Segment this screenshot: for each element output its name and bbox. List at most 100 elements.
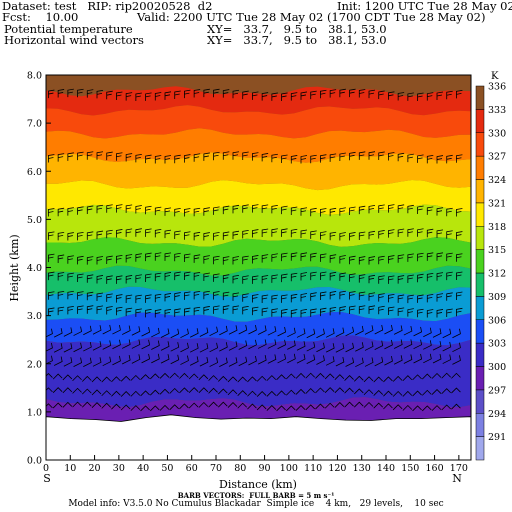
wind-barb — [335, 343, 345, 353]
wind-barb — [267, 339, 277, 349]
wind-barb — [219, 357, 228, 368]
wind-barb — [46, 403, 53, 409]
wind-barb — [252, 152, 259, 161]
wind-barb — [112, 355, 121, 366]
wind-barb — [184, 89, 191, 99]
wind-barb — [57, 207, 65, 217]
forecast-hour: Fcst: 10.00 — [2, 10, 79, 24]
wind-barb — [287, 327, 296, 338]
wind-barb — [238, 324, 248, 335]
wind-barb — [349, 88, 356, 98]
wind-barb — [96, 204, 104, 214]
wind-barb — [388, 255, 395, 264]
wind-barb — [388, 152, 395, 161]
y-tick-label: 7.0 — [27, 119, 42, 130]
wind-barb — [290, 293, 298, 303]
wind-barb — [131, 354, 141, 364]
wind-barb — [426, 309, 434, 318]
wind-barb — [150, 405, 160, 412]
wind-barb — [306, 328, 316, 339]
wind-barb — [174, 292, 181, 301]
x-tick-label: 20 — [89, 463, 101, 474]
x-tick-label: 170 — [450, 463, 468, 474]
wind-barb — [300, 229, 308, 239]
wind-barb — [106, 275, 113, 284]
wind-barb — [271, 153, 278, 163]
wind-barb — [456, 208, 463, 217]
x-tick-label: 160 — [426, 463, 444, 474]
wind-barb — [53, 356, 63, 366]
wind-barb — [422, 389, 432, 396]
wind-barb — [407, 274, 414, 283]
wind-barb — [174, 207, 181, 217]
wind-barb — [325, 343, 335, 353]
wind-barb — [209, 357, 219, 367]
wind-barb — [106, 255, 113, 265]
wind-barb — [432, 353, 442, 364]
wind-barb — [101, 376, 111, 383]
wind-barb — [46, 328, 53, 338]
x-tick-label: 50 — [161, 463, 173, 474]
wind-barb — [151, 353, 160, 364]
wind-barb — [193, 271, 201, 281]
wind-barb — [277, 353, 287, 364]
wind-barb — [154, 252, 162, 261]
wind-barb — [320, 154, 327, 163]
x-tick-label: 80 — [234, 463, 246, 474]
wind-barb — [213, 255, 220, 265]
wind-barb — [86, 256, 94, 265]
wind-barb — [300, 155, 308, 164]
wind-barb — [169, 387, 179, 394]
wind-barb — [67, 272, 74, 282]
colorbar-label: 318 — [488, 222, 506, 233]
wind-barb — [339, 306, 346, 315]
wind-barb — [63, 343, 73, 353]
wind-barb — [154, 272, 162, 282]
wind-barb — [339, 152, 346, 162]
wind-barb — [310, 230, 317, 239]
colorbar-swatch-309 — [475, 296, 485, 320]
wind-barb — [368, 89, 376, 99]
wind-barb — [102, 324, 112, 335]
wind-barb — [261, 204, 269, 213]
wind-barb — [232, 89, 240, 99]
wind-barb — [257, 355, 267, 365]
wind-barb — [53, 343, 63, 353]
wind-barb — [252, 294, 259, 303]
field-1-xy: XY= 33.7, 9.5 to 38.1, 53.0 — [207, 22, 387, 36]
wind-barb — [426, 294, 434, 303]
x-axis: 0 10 20 30 40 50 60 70 80 90 100 110 120 130 140 150 160… — [43, 455, 468, 474]
wind-barb — [315, 403, 325, 410]
wind-barb — [232, 256, 240, 265]
wind-barb — [67, 88, 74, 98]
x-tick-label: 130 — [353, 463, 371, 474]
wind-barb — [417, 252, 424, 262]
wind-barb — [116, 294, 123, 303]
wind-barb — [86, 291, 94, 301]
wind-barb — [208, 375, 218, 381]
wind-barb — [378, 151, 385, 160]
wind-barb — [106, 151, 113, 161]
wind-barb — [305, 388, 315, 394]
wind-barb — [77, 305, 84, 314]
wind-barb — [363, 376, 374, 383]
colorbar-swatch-315 — [475, 249, 485, 274]
wind-barb — [116, 152, 123, 161]
wind-barb — [397, 92, 405, 101]
wind-barb — [160, 328, 170, 338]
wind-barb — [248, 339, 257, 350]
colorbar-swatch-330 — [475, 132, 485, 157]
wind-barb — [373, 402, 383, 409]
wind-barb — [91, 389, 102, 396]
wind-barb — [384, 339, 393, 350]
wind-barb — [141, 327, 151, 337]
wind-barb — [266, 375, 277, 381]
wind-barb — [145, 294, 152, 303]
wind-barb — [335, 356, 345, 367]
wind-barb — [329, 207, 337, 217]
wind-barb — [320, 231, 327, 240]
wind-barb — [329, 254, 337, 263]
colorbar-swatch-303 — [475, 342, 485, 367]
wind-barb — [222, 256, 230, 265]
